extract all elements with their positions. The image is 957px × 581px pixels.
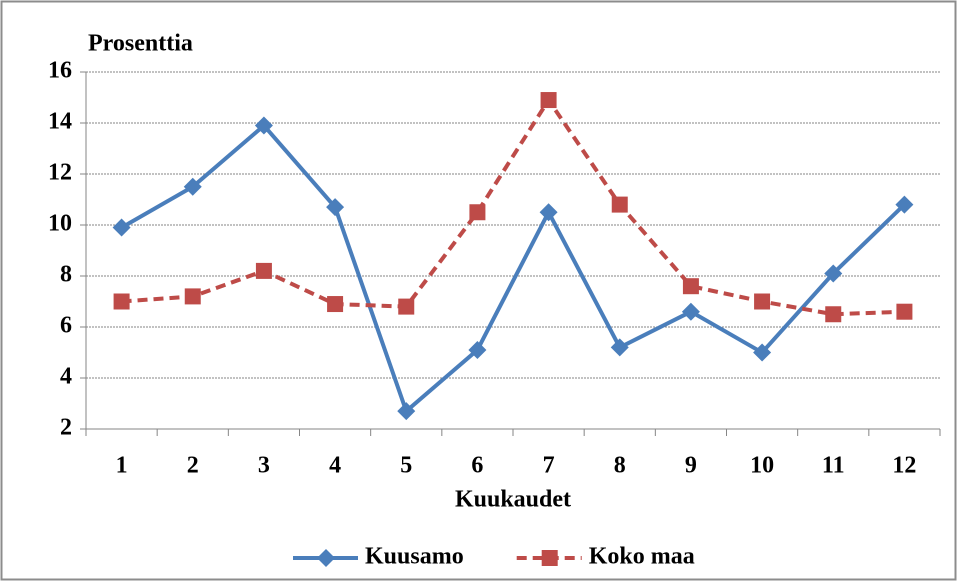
y-tick-label: 14 — [48, 109, 72, 135]
x-tick-label: 5 — [400, 453, 412, 479]
legend-marker — [541, 550, 558, 566]
legend-label: Kuusamo — [365, 544, 464, 570]
data-point — [398, 298, 415, 315]
x-tick-label: 6 — [471, 453, 483, 479]
data-point — [681, 302, 700, 321]
data-point — [255, 262, 272, 279]
x-tick-label: 12 — [892, 453, 916, 479]
x-tick-label: 1 — [116, 453, 128, 479]
series-line — [121, 96, 905, 317]
x-tick-label: 10 — [750, 453, 774, 479]
data-point — [397, 402, 416, 421]
x-tick-label: 2 — [187, 453, 199, 479]
data-point — [184, 288, 201, 305]
legend-label: Koko maa — [589, 544, 695, 570]
data-point — [611, 196, 628, 213]
data-point — [754, 293, 771, 310]
x-tick-label: 11 — [822, 453, 845, 479]
x-tick-label: 4 — [329, 453, 341, 479]
y-tick-label: 6 — [60, 313, 72, 339]
data-point — [183, 177, 202, 196]
data-point — [469, 204, 486, 221]
x-tick-label: 3 — [258, 453, 270, 479]
y-tick-label: 2 — [60, 415, 72, 441]
data-point — [327, 296, 344, 313]
data-point — [682, 278, 699, 295]
data-point — [896, 303, 913, 320]
data-point — [895, 195, 914, 214]
data-point — [326, 198, 345, 217]
series-line — [120, 122, 906, 415]
data-point — [540, 92, 557, 109]
data-point — [112, 218, 131, 237]
data-point — [824, 264, 843, 283]
y-tick-label: 10 — [48, 211, 72, 237]
y-tick-label: 4 — [60, 364, 72, 390]
y-tick-label: 8 — [60, 262, 72, 288]
y-tick-label: 16 — [48, 58, 72, 84]
legend-marker — [317, 549, 335, 567]
y-tick-label: 12 — [48, 160, 72, 186]
x-axis-title: Kuukaudet — [455, 487, 571, 513]
data-point — [539, 203, 558, 222]
y-axis-title: Prosenttia — [88, 31, 193, 57]
data-point — [825, 306, 842, 323]
x-tick-label: 8 — [614, 453, 626, 479]
data-point — [610, 338, 629, 357]
data-point — [753, 343, 772, 362]
data-point — [468, 340, 487, 359]
data-point — [113, 293, 130, 310]
x-tick-label: 7 — [543, 453, 555, 479]
x-tick-label: 9 — [685, 453, 697, 479]
data-point — [254, 116, 273, 135]
